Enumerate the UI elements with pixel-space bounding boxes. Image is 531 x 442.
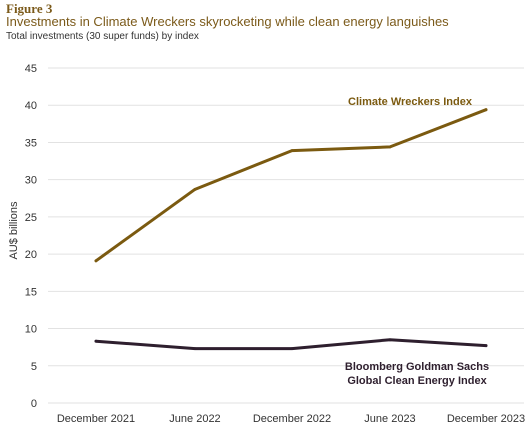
x-tick-label: June 2022 xyxy=(169,413,220,425)
data-point xyxy=(388,145,392,149)
series-label: Bloomberg Goldman Sachs xyxy=(345,361,489,373)
x-tick-label: June 2023 xyxy=(364,413,415,425)
y-tick-label: 25 xyxy=(25,212,37,224)
y-tick-label: 40 xyxy=(25,100,37,112)
x-tick-label: December 2021 xyxy=(57,413,135,425)
chart-subtitle: Total investments (30 super funds) by in… xyxy=(6,31,199,42)
series-label: Global Clean Energy Index xyxy=(347,375,487,387)
chart-title: Investments in Climate Wreckers skyrocke… xyxy=(6,14,449,29)
y-tick-label: 5 xyxy=(31,361,37,373)
data-point xyxy=(388,338,392,342)
series-label: Climate Wreckers Index xyxy=(348,96,473,108)
data-point xyxy=(290,149,294,153)
y-tick-label: 30 xyxy=(25,175,37,187)
y-tick-label: 0 xyxy=(31,398,37,410)
data-point xyxy=(94,339,98,343)
y-tick-label: 15 xyxy=(25,286,37,298)
y-tick-label: 10 xyxy=(25,324,37,336)
data-point xyxy=(94,259,98,263)
y-axis-label: AU$ billions xyxy=(8,201,20,260)
data-point xyxy=(484,344,488,348)
data-point xyxy=(193,347,197,351)
figure-label: Figure 3 xyxy=(6,1,53,16)
y-tick-label: 35 xyxy=(25,137,37,149)
data-point xyxy=(290,347,294,351)
x-tick-label: December 2023 xyxy=(447,413,525,425)
data-point xyxy=(484,108,488,112)
y-tick-label: 45 xyxy=(25,63,37,75)
series-line-2 xyxy=(94,338,488,351)
y-tick-label: 20 xyxy=(25,249,37,261)
x-tick-label: December 2022 xyxy=(253,413,331,425)
series-line-1 xyxy=(94,108,488,263)
data-point xyxy=(193,187,197,191)
